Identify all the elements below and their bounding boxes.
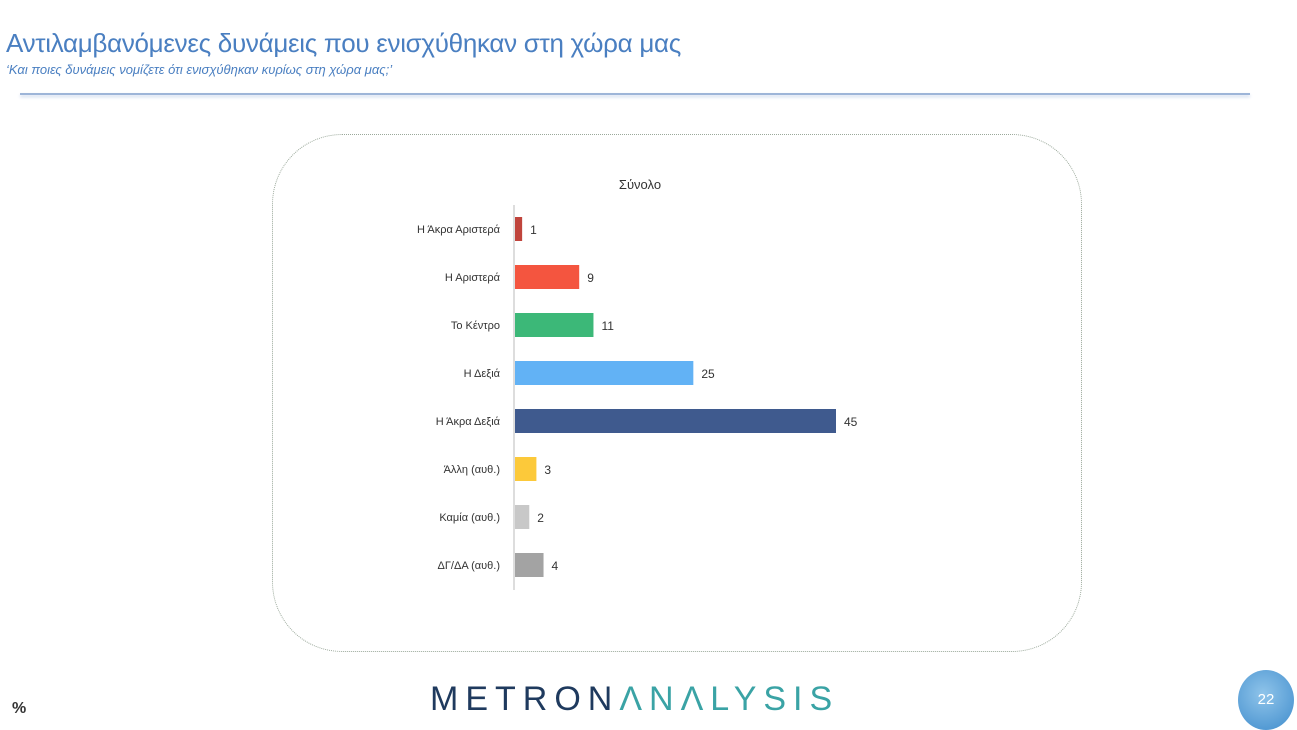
slide-title: Αντιλαμβανόμενες δυνάμεις που ενισχύθηκα…	[6, 28, 681, 58]
bar	[515, 553, 544, 577]
bar	[515, 505, 530, 529]
bar	[515, 265, 580, 289]
data-label: 3	[544, 463, 551, 477]
slide-subtitle: ‘Και ποιες δυνάμεις νομίζετε ότι ενισχύθ…	[6, 62, 393, 77]
data-label: 45	[844, 415, 858, 429]
page-number: 22	[1238, 670, 1294, 730]
category-label: Άλλη (αυθ.)	[444, 464, 500, 476]
bar	[515, 313, 594, 337]
category-label: Η Άκρα Αριστερά	[417, 224, 501, 236]
data-label: 11	[601, 319, 614, 333]
category-label: Η Αριστερά	[445, 272, 501, 284]
bar	[515, 361, 694, 385]
category-label: Η Άκρα Δεξιά	[436, 416, 501, 428]
data-label: 4	[552, 559, 559, 573]
category-label: Η Δεξιά	[464, 368, 501, 380]
divider	[20, 93, 1250, 95]
data-label: 2	[537, 511, 544, 525]
category-label: Το Κέντρο	[451, 320, 500, 332]
data-label: 1	[530, 223, 537, 237]
data-label: 25	[701, 367, 715, 381]
chart-frame	[272, 134, 1082, 652]
metron-analysis-logo: METRONΛNΛLYSIS	[430, 680, 840, 718]
category-label: ΔΓ/ΔΑ (αυθ.)	[438, 560, 500, 572]
bar	[515, 409, 836, 433]
unit-label: %	[12, 700, 27, 717]
bar	[515, 457, 537, 481]
category-label: Καμία (αυθ.)	[439, 512, 500, 524]
data-label: 9	[587, 271, 594, 285]
chart-title: Σύνολο	[619, 177, 661, 192]
bar	[515, 217, 523, 241]
